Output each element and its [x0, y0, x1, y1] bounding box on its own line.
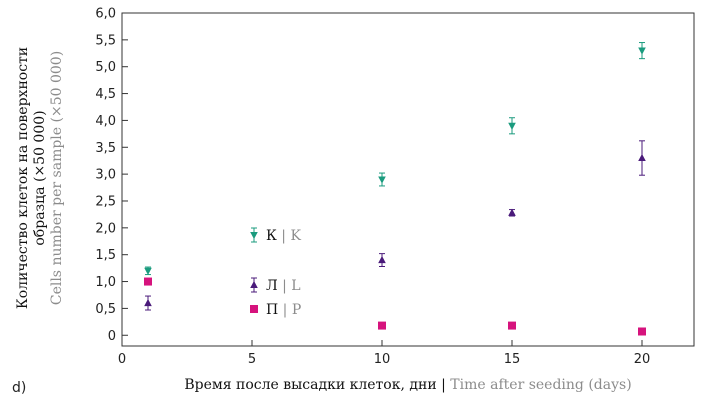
- y-tick-label: 6,0: [95, 7, 116, 22]
- data-point: [378, 176, 386, 184]
- legend-label: П | P: [266, 302, 301, 318]
- x-tick-label: 10: [374, 352, 391, 367]
- legend-marker: [250, 231, 258, 240]
- data-point: [144, 267, 152, 275]
- x-axis-title-en: Time after seeding (days): [450, 377, 631, 393]
- series-l: [144, 140, 646, 311]
- legend-marker: [250, 280, 258, 289]
- y-tick-label: 3,0: [95, 168, 116, 183]
- y-tick-label: 0,5: [95, 302, 116, 317]
- legend-item-p: П | P: [250, 302, 301, 318]
- legend-label-en: | L: [282, 278, 300, 294]
- series-k: [144, 42, 646, 276]
- legend-label: К | K: [266, 228, 301, 244]
- y-tick-label: 1,5: [95, 248, 116, 263]
- y-tick-label: 2,5: [95, 194, 116, 209]
- legend-item-l: Л | L: [250, 277, 301, 294]
- x-tick-label: 20: [634, 352, 651, 367]
- y-tick-label: 1,0: [95, 275, 116, 290]
- y-tick-label: 0: [108, 329, 116, 344]
- data-point: [638, 327, 646, 336]
- data-marks: [144, 42, 646, 336]
- x-tick-label: 0: [118, 352, 126, 367]
- data-point: [144, 298, 152, 307]
- y-tick-label: 5,0: [95, 60, 116, 75]
- series-p: [144, 277, 646, 336]
- y-axis-title-ru-2: образца (×50 000): [32, 110, 48, 245]
- legend-label-ru: К: [266, 228, 281, 244]
- data-point: [144, 277, 152, 286]
- legend-label: Л | L: [266, 278, 301, 294]
- data-point: [638, 153, 646, 162]
- data-point: [508, 122, 516, 130]
- y-axis-title: Количество клеток на поверхности образца…: [15, 47, 65, 309]
- data-point: [638, 47, 646, 55]
- legend: К | K Л | L П | P: [250, 227, 301, 318]
- axes: [121, 12, 695, 347]
- y-tick-label: 4,0: [95, 114, 116, 129]
- y-axis-title-ru-1: Количество клеток на поверхности: [15, 47, 31, 309]
- y-tick-label: 2,0: [95, 221, 116, 236]
- y-axis-title-en: Cells number per sample (×50 000): [49, 51, 65, 305]
- legend-label-ru: Л: [266, 278, 282, 294]
- x-tick-label: 15: [504, 352, 521, 367]
- plot-frame: [121, 12, 695, 347]
- y-tick-label: 5,5: [95, 33, 116, 48]
- legend-item-k: К | K: [250, 227, 301, 244]
- x-axis-title-sep: |: [437, 377, 451, 393]
- data-point: [508, 208, 516, 216]
- ticks: 0 5 10 15 20 0 0,5 1,0 1,5 2,0 2,5 3,0 3,5 4,0 4,5 5,0 5…: [95, 7, 650, 368]
- x-axis-title: Время после высадки клеток, дни | Time a…: [184, 377, 631, 393]
- legend-marker: [250, 305, 258, 313]
- panel-label: d): [12, 380, 26, 396]
- legend-label-en: | P: [283, 302, 302, 318]
- data-point: [508, 321, 516, 330]
- data-point: [378, 321, 386, 330]
- x-axis-title-ru: Время после высадки клеток, дни: [184, 377, 436, 393]
- y-tick-label: 4,5: [95, 87, 116, 102]
- x-tick-label: 5: [248, 352, 256, 367]
- data-point: [378, 255, 386, 264]
- legend-label-ru: П: [266, 302, 283, 318]
- legend-label-en: | K: [281, 228, 301, 244]
- y-tick-label: 3,5: [95, 141, 116, 156]
